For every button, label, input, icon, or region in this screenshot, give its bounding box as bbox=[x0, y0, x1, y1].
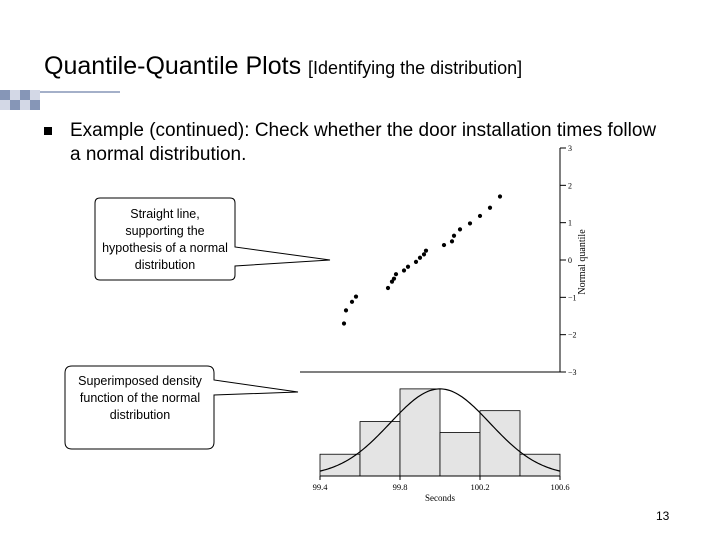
hist-bar bbox=[439, 432, 481, 477]
qq-y-tick-label: 1 bbox=[568, 219, 572, 228]
hist-x-axis-label: Seconds bbox=[425, 493, 455, 503]
qq-point bbox=[385, 285, 391, 291]
histogram: 99.4 99.8 100.2 100.6 Seconds bbox=[300, 371, 570, 503]
qq-y-tick-label: 0 bbox=[568, 256, 572, 265]
callout-straight-line bbox=[94, 197, 331, 281]
qq-point bbox=[343, 308, 349, 313]
hist-x-tick-label: 99.4 bbox=[313, 482, 329, 492]
qq-y-tick-label: −1 bbox=[568, 293, 577, 302]
bullet-text: Example (continued): Check whether the d… bbox=[70, 120, 657, 165]
hist-x-tick-label: 100.6 bbox=[550, 482, 569, 492]
hist-bar bbox=[319, 453, 361, 477]
qq-point bbox=[441, 242, 447, 248]
qq-y-tick-label: 2 bbox=[568, 181, 572, 190]
bullet-square-icon bbox=[44, 127, 52, 135]
page-number: 13 bbox=[656, 509, 670, 523]
qq-point bbox=[497, 194, 503, 199]
qq-point bbox=[341, 321, 347, 326]
qq-plot: 3 2 1 0 −1 −2 −3 Normal quantile bbox=[341, 144, 588, 377]
callout-density-text: Superimposed density function of the nor… bbox=[78, 374, 202, 422]
qq-point bbox=[389, 279, 395, 284]
qq-point bbox=[391, 276, 397, 281]
qq-point bbox=[449, 239, 455, 244]
qq-point bbox=[467, 221, 473, 226]
hist-x-tick-label: 100.2 bbox=[470, 482, 489, 492]
qq-y-tick-label: −3 bbox=[568, 368, 577, 377]
callout-straight-line-text: Straight line, supporting the hypothesis… bbox=[102, 207, 228, 272]
qq-point bbox=[423, 248, 429, 253]
qq-point bbox=[413, 259, 419, 264]
qq-point bbox=[417, 255, 423, 260]
density-curve bbox=[319, 388, 561, 472]
qq-y-tick-label: −2 bbox=[568, 331, 577, 340]
qq-point bbox=[401, 268, 407, 273]
qq-point bbox=[457, 227, 463, 232]
qq-point bbox=[451, 233, 457, 238]
qq-point bbox=[349, 299, 355, 304]
hist-x-tick-label: 99.8 bbox=[393, 482, 408, 492]
hist-bar bbox=[399, 388, 441, 477]
qq-y-axis-label: Normal quantile bbox=[577, 229, 588, 295]
qq-point bbox=[477, 213, 483, 219]
hist-bar bbox=[519, 453, 561, 477]
qq-point bbox=[421, 252, 427, 257]
hist-bar bbox=[359, 421, 401, 477]
slide-title-main: Quantile-Quantile Plots bbox=[44, 52, 302, 80]
callout-density bbox=[64, 365, 299, 450]
qq-point bbox=[405, 264, 411, 269]
qq-point bbox=[393, 272, 399, 277]
hist-bar bbox=[479, 410, 521, 477]
qq-point bbox=[487, 205, 493, 210]
qq-y-tick-label: 3 bbox=[568, 144, 572, 153]
slide-title: Quantile-Quantile Plots [Identifying the… bbox=[44, 52, 522, 81]
qq-point bbox=[353, 294, 359, 299]
slide-title-sub: [Identifying the distribution] bbox=[308, 58, 523, 78]
decorative-squares bbox=[0, 90, 120, 110]
